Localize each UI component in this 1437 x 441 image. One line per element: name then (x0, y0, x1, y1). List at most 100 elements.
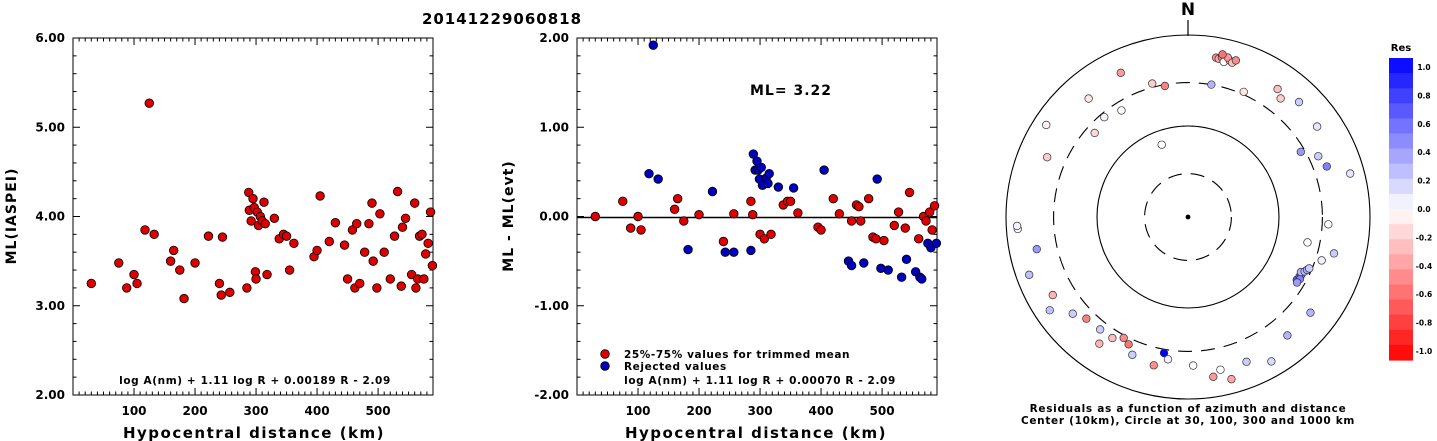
data-point (400, 213, 411, 223)
station-point (1207, 80, 1216, 89)
station-point (1128, 350, 1137, 359)
data-point (372, 283, 382, 293)
data-point (409, 198, 420, 208)
data-point (411, 283, 421, 293)
colorbar-cell (1389, 254, 1413, 270)
data-point (165, 256, 176, 266)
colorbar-cell (1389, 344, 1413, 361)
y-tick-label: 2.00 (35, 388, 65, 402)
x-tick-label: 300 (748, 404, 773, 418)
station-point (1100, 113, 1109, 122)
x-tick-label: 200 (183, 404, 208, 418)
station-point (1045, 306, 1054, 315)
station-point (1095, 339, 1104, 348)
y-tick-label: -2.00 (534, 388, 569, 402)
axis-ticks: 100 200 300 400 500 -2.00 -1.00 0.00 1.00 2.00 (534, 31, 937, 418)
data-point (764, 168, 774, 179)
data-point (889, 220, 899, 231)
data-point (420, 249, 431, 259)
data-point (129, 269, 139, 280)
station-point (1218, 50, 1227, 59)
data-point (132, 278, 142, 289)
colorbar-cell (1389, 299, 1413, 316)
station-point (1032, 244, 1041, 254)
epicenter-dot (1185, 214, 1191, 220)
data-point (225, 287, 235, 298)
colorbar-title: Res (1391, 43, 1411, 54)
y-tick-label: 1.00 (539, 120, 569, 134)
legend-blue-label: Rejected values (624, 361, 727, 373)
station-point (1273, 84, 1282, 94)
colorbar-cell (1389, 314, 1413, 331)
data-point (913, 234, 924, 244)
station-point (1231, 56, 1241, 65)
data-point (828, 193, 838, 204)
polar-caption-line1: Residuals as a function of azimuth and d… (1030, 403, 1347, 415)
data-point (114, 258, 124, 268)
data-point (367, 198, 377, 208)
distance-rings (1005, 34, 1371, 400)
data-point (289, 238, 299, 248)
data-point (590, 211, 601, 222)
data-point (375, 209, 385, 219)
station-point (1267, 357, 1276, 366)
station-point (1209, 372, 1218, 381)
colorbar-cells (1389, 58, 1413, 361)
data-point (352, 218, 362, 229)
data-point (355, 278, 365, 289)
y-tick-label: 6.00 (35, 31, 65, 45)
x-tick-label: 400 (305, 404, 330, 418)
data-point (248, 193, 258, 204)
axis-ticks: 100 200 300 400 500 2.00 3.00 4.00 5.00 6.00 (35, 31, 433, 418)
data-point (854, 201, 864, 212)
data-point (425, 207, 436, 217)
data-point (683, 244, 693, 255)
data-point (427, 260, 438, 271)
data-point (397, 222, 408, 232)
y-tick-label: -1.00 (534, 299, 569, 313)
data-point (871, 234, 881, 244)
y-tick-label: 4.00 (35, 210, 65, 224)
data-point (259, 197, 269, 207)
data-point (144, 98, 154, 108)
station-point (1117, 106, 1126, 115)
data-point (900, 223, 910, 233)
data-point (672, 193, 683, 204)
station-point (1305, 264, 1314, 273)
data-point (834, 209, 845, 219)
data-point (246, 216, 256, 226)
colorbar-cell (1389, 329, 1413, 346)
station-point (1189, 361, 1198, 370)
colorbar-cell (1389, 239, 1413, 255)
data-point (379, 247, 389, 257)
data-point (242, 283, 252, 293)
colorbar-cell (1389, 58, 1413, 74)
colorbar-cell (1389, 284, 1413, 301)
data-point (759, 234, 770, 244)
data-point (788, 183, 799, 193)
station-point (1157, 140, 1166, 149)
data-point (773, 182, 784, 192)
data-point (214, 278, 225, 289)
x-tick-label: 100 (121, 404, 146, 418)
data-point (203, 231, 214, 241)
data-point (819, 165, 829, 175)
colorbar-tick-label: -0.6 (1416, 290, 1432, 299)
data-point (269, 213, 280, 223)
station-point (1324, 220, 1333, 229)
legend-red-marker (600, 349, 610, 359)
station-point (1314, 152, 1323, 161)
station-point (1043, 153, 1052, 162)
legend-red-label: 25%-75% values for trimmed mean (624, 349, 850, 361)
data-point (284, 265, 295, 275)
station-point (1283, 331, 1292, 340)
data-point (653, 174, 663, 184)
legend-blue-marker (600, 361, 610, 371)
data-point (633, 211, 643, 222)
station-point (1276, 94, 1285, 103)
ml-residual-plot: ML - ML(evt) Hypocentral distance (km) M… (501, 31, 942, 441)
station-point (1163, 355, 1173, 364)
station-point (1227, 375, 1236, 384)
data-point (262, 269, 272, 280)
data-point (883, 265, 893, 275)
